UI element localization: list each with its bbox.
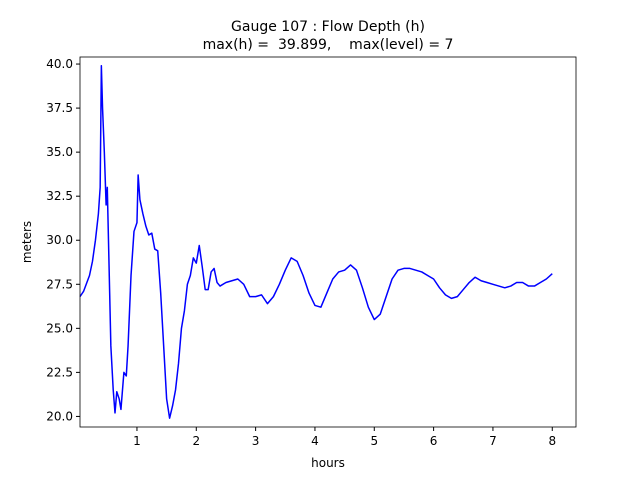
- data-line: [79, 65, 553, 419]
- x-tick-label: 6: [430, 434, 438, 448]
- chart-title: Gauge 107 : Flow Depth (h): [231, 19, 425, 35]
- y-tick-label: 20.0: [46, 409, 73, 423]
- plot-frame: [79, 56, 577, 428]
- y-tick-label: 27.5: [46, 277, 73, 291]
- x-tick-label: 1: [133, 434, 141, 448]
- x-tick-label: 4: [311, 434, 319, 448]
- x-tick-label: 3: [252, 434, 260, 448]
- y-tick-label: 30.0: [46, 233, 73, 247]
- y-tick-label: 32.5: [46, 189, 73, 203]
- x-tick-label: 5: [370, 434, 378, 448]
- x-tick-label: 7: [489, 434, 497, 448]
- y-axis-label: meters: [20, 221, 34, 263]
- y-tick-label: 40.0: [46, 57, 73, 71]
- chart-subtitle: max(h) = 39.899, max(level) = 7: [203, 37, 454, 53]
- x-axis-label: hours: [311, 456, 345, 470]
- x-tick-label: 8: [548, 434, 556, 448]
- y-tick-label: 22.5: [46, 365, 73, 379]
- x-tick-label: 2: [192, 434, 200, 448]
- y-tick-label: 25.0: [46, 321, 73, 335]
- y-tick-label: 35.0: [46, 145, 73, 159]
- y-tick-label: 37.5: [46, 101, 73, 115]
